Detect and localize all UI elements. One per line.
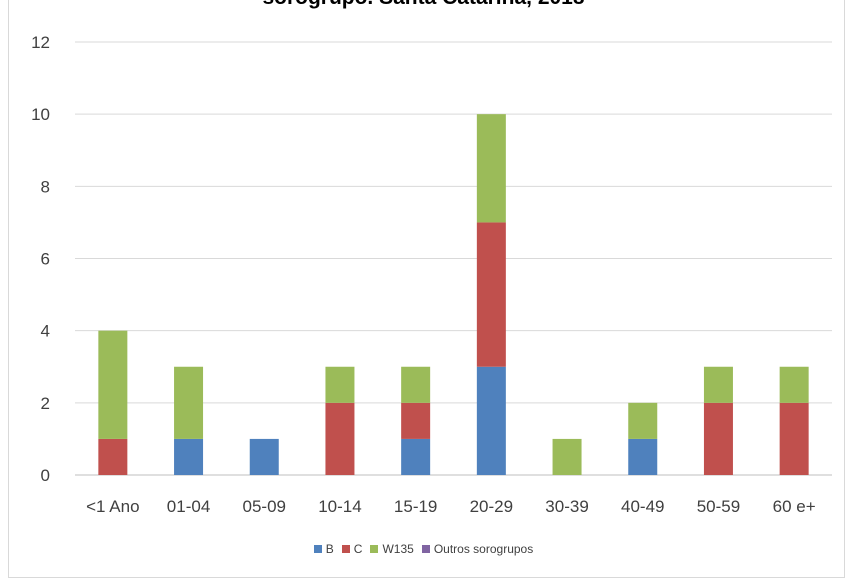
bar-segment-w135 — [325, 366, 355, 403]
legend-label: W135 — [382, 542, 414, 556]
bar-segment-b — [249, 438, 279, 475]
bar-segment-w135 — [174, 366, 204, 439]
bar-segment-w135 — [552, 438, 582, 475]
legend-swatch — [370, 545, 379, 553]
legend-swatch — [313, 545, 322, 553]
x-tick-label: 50-59 — [697, 497, 740, 516]
bar-segment-w135 — [98, 330, 128, 439]
legend-label: C — [353, 542, 363, 556]
x-tick-label: 20-29 — [470, 497, 513, 516]
chart-title: sorogrupo. Santa Catarina, 2018 — [0, 0, 847, 10]
bar-segment-w135 — [628, 402, 658, 439]
bar-segment-b — [401, 438, 431, 475]
y-tick-label: 2 — [41, 394, 50, 413]
bar-segment-c — [401, 402, 431, 439]
x-tick-label: 05-09 — [243, 497, 286, 516]
y-tick-label: 8 — [41, 177, 50, 196]
legend-label: B — [325, 542, 334, 556]
chart-frame — [8, 0, 845, 578]
legend-item: C — [341, 542, 363, 556]
y-tick-label: 12 — [31, 33, 50, 52]
bar-segment-w135 — [779, 366, 809, 403]
bar-segment-c — [325, 402, 355, 475]
legend-swatch — [341, 545, 350, 553]
bar-segment-w135 — [703, 366, 733, 403]
bar-segment-w135 — [401, 366, 431, 403]
x-tick-label: 10-14 — [318, 497, 361, 516]
x-tick-label: 40-49 — [621, 497, 664, 516]
legend-item: W135 — [370, 542, 414, 556]
x-tick-label: 60 e+ — [773, 497, 816, 516]
bar-segment-c — [703, 402, 733, 475]
bar-segment-c — [779, 402, 809, 475]
x-tick-label: 01-04 — [167, 497, 210, 516]
y-tick-label: 10 — [31, 105, 50, 124]
legend-item: B — [313, 542, 334, 556]
bar-segment-b — [628, 438, 658, 475]
bar-segment-w135 — [476, 114, 506, 223]
legend-swatch — [421, 545, 430, 553]
bar-segment-b — [174, 438, 204, 475]
chart-legend: B C W135 Outros sorogrupos — [0, 542, 847, 556]
bar-segment-c — [476, 222, 506, 367]
bar-segment-c — [98, 438, 128, 475]
x-tick-label: <1 Ano — [86, 497, 139, 516]
y-tick-label: 0 — [41, 466, 50, 485]
legend-label: Outros sorogrupos — [433, 542, 534, 556]
legend-item: Outros sorogrupos — [421, 542, 534, 556]
x-tick-label: 30-39 — [545, 497, 588, 516]
x-tick-label: 15-19 — [394, 497, 437, 516]
y-tick-label: 4 — [41, 322, 50, 341]
bar-segment-b — [476, 366, 506, 475]
y-tick-label: 6 — [41, 250, 50, 269]
stacked-bar-chart: 0 2 4 6 8 10 12 <1 Ano 01-04 05-09 10-14 15-19 20-29… — [31, 33, 832, 516]
